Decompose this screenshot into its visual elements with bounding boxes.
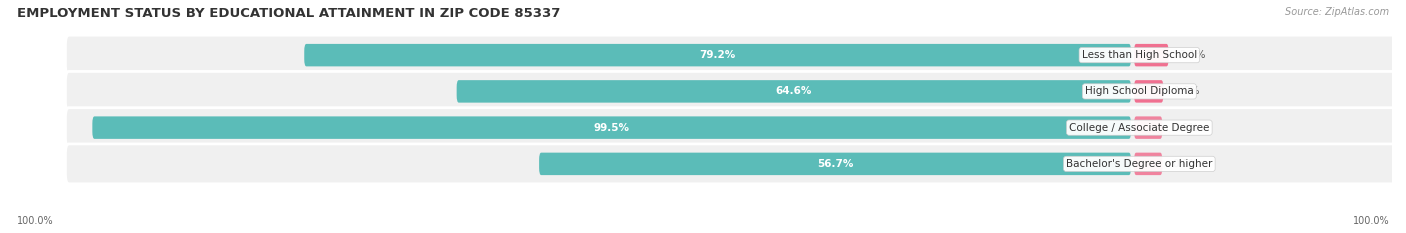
Text: High School Diploma: High School Diploma — [1085, 86, 1194, 96]
FancyBboxPatch shape — [1135, 44, 1168, 66]
Text: 2.1%: 2.1% — [1180, 50, 1205, 60]
Text: EMPLOYMENT STATUS BY EDUCATIONAL ATTAINMENT IN ZIP CODE 85337: EMPLOYMENT STATUS BY EDUCATIONAL ATTAINM… — [17, 7, 560, 20]
Text: 100.0%: 100.0% — [17, 216, 53, 226]
Text: 79.2%: 79.2% — [700, 50, 735, 60]
FancyBboxPatch shape — [304, 44, 1130, 66]
Text: 64.6%: 64.6% — [776, 86, 813, 96]
Text: 99.5%: 99.5% — [593, 123, 630, 133]
FancyBboxPatch shape — [457, 80, 1130, 103]
Text: Source: ZipAtlas.com: Source: ZipAtlas.com — [1285, 7, 1389, 17]
FancyBboxPatch shape — [93, 116, 1130, 139]
FancyBboxPatch shape — [1135, 116, 1163, 139]
FancyBboxPatch shape — [66, 35, 1406, 75]
FancyBboxPatch shape — [538, 153, 1130, 175]
Text: Bachelor's Degree or higher: Bachelor's Degree or higher — [1066, 159, 1212, 169]
Text: Less than High School: Less than High School — [1081, 50, 1197, 60]
FancyBboxPatch shape — [66, 144, 1406, 184]
FancyBboxPatch shape — [66, 108, 1406, 147]
Text: 0.0%: 0.0% — [1173, 123, 1199, 133]
Text: 56.7%: 56.7% — [817, 159, 853, 169]
Text: 100.0%: 100.0% — [1353, 216, 1389, 226]
Text: 1.6%: 1.6% — [1174, 86, 1201, 96]
Text: College / Associate Degree: College / Associate Degree — [1069, 123, 1209, 133]
FancyBboxPatch shape — [66, 72, 1406, 111]
Text: 0.0%: 0.0% — [1173, 159, 1199, 169]
FancyBboxPatch shape — [1135, 153, 1163, 175]
FancyBboxPatch shape — [1135, 80, 1163, 103]
